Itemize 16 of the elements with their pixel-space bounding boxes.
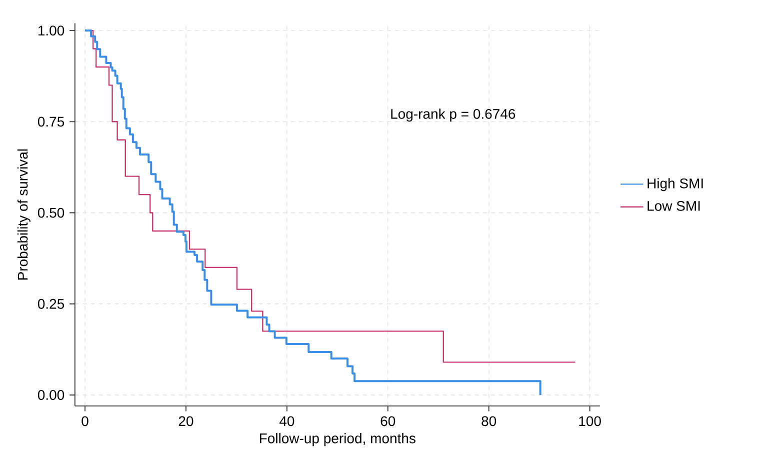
- x-tick-label: 100: [579, 416, 601, 426]
- y-tick-label: 0.50: [38, 208, 64, 218]
- x-tick-label: 40: [279, 416, 294, 426]
- y-tick-label: 0.25: [38, 298, 64, 309]
- annotation: Log-rank p = 0.6746: [391, 108, 516, 122]
- y-axis-title: Probability of survival: [17, 149, 30, 280]
- legend-label: High SMI: [648, 178, 703, 192]
- y-tick-label: 0.75: [38, 116, 64, 127]
- x-tick-label: 20: [178, 416, 194, 426]
- x-tick-label: 60: [380, 416, 396, 426]
- y-tick-label: 1.00: [38, 26, 64, 36]
- x-tick-label: 0: [82, 416, 88, 426]
- x-axis-title: Follow-up period, months: [260, 433, 416, 446]
- x-tick-label: 80: [482, 416, 496, 426]
- y-tick-label: 0.00: [38, 390, 64, 400]
- legend-label: Low SMI: [648, 200, 700, 211]
